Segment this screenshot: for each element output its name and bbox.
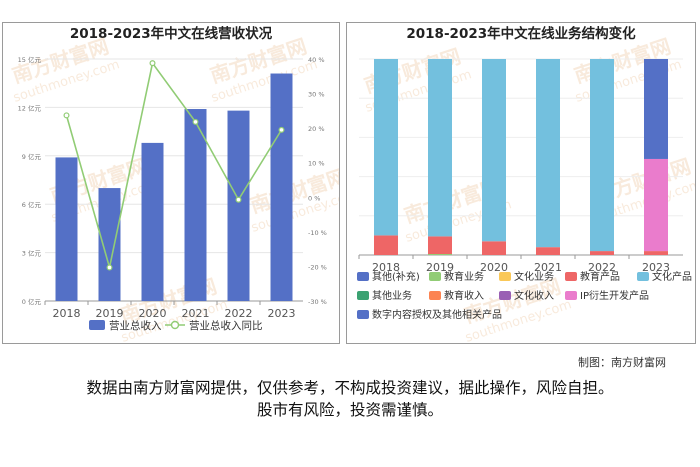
y-right-tick-label: -20 % [308,263,327,271]
line-revenue-yoy [65,61,283,268]
bar-segment-2022-4 [590,59,614,252]
x-tick-label-2019: 2019 [426,261,454,274]
x-tick-label-2018: 2018 [53,307,81,320]
y-left-tick-label: 6 亿元 [22,200,42,209]
bar-segment-2021-4 [536,59,560,248]
y-right-tick-label: -10 % [308,229,327,237]
revenue-chart-title: 2018-2023年中文在线营收状况 [69,26,273,42]
point-yoy-2021 [192,118,199,125]
y-right-tick-label: 30 % [308,91,325,99]
legend-swatch-revenue [89,320,105,330]
x-tick-label-2023: 2023 [642,261,670,274]
point-yoy-2020 [149,60,156,67]
legend-label-6: 教育收入 [444,289,484,302]
x-tick-label-2021: 2021 [182,307,210,320]
bar-revenue-2018 [55,157,78,301]
bar-segment-2019-3 [428,236,452,255]
disclaimer-line-1: 数据由南方财富网提供，仅供参考，不构成投资建议，据此操作，风险自担。 [86,379,614,397]
legend-label-0: 其他(补充) [372,270,420,283]
x-tick-label-2020: 2020 [480,261,508,274]
y-right-tick-label: 0 % [308,194,320,202]
x-tick-label-2023: 2023 [268,307,296,320]
bar-segment-2021-3 [536,247,560,255]
y-left-tick-label: 3 亿元 [22,249,42,258]
x-tick-label-2022: 2022 [588,261,616,274]
legend-swatch-6 [429,291,441,300]
bar-segment-2018-4 [374,59,398,236]
point-yoy-2019 [106,264,113,271]
y-right-tick-label: 20 % [308,125,325,133]
y-right-tick-label: -30 % [308,298,327,306]
legend-label-4: 文化产品 [652,270,692,283]
legend-swatch-0 [357,272,369,281]
y-left-tick-label: 9 亿元 [22,152,42,161]
legend-marker-yoy [170,320,180,330]
x-tick-label-2022: 2022 [225,307,253,320]
structure-chart-svg: 南方财富网southmoney.com南方财富网southmoney.com南方… [357,34,695,343]
disclaimer-line-2: 股市有风险，投资需谨慎。 [256,401,443,419]
legend-label-yoy: 营业总收入同比 [189,319,263,332]
bar-segment-2020-4 [482,59,506,242]
chart-credit: 制图：南方财富网 [578,356,666,369]
legend-swatch-9 [357,310,369,319]
legend-swatch-3 [565,272,577,281]
bar-revenue-2020 [141,142,164,301]
legend-swatch-5 [357,291,369,300]
bar-segment-2019-1 [428,254,452,255]
legend-label-8: IP衍生开发产品 [580,289,649,302]
legend-swatch-8 [565,291,577,300]
bar-segment-2020-3 [482,241,506,255]
structure-chart-title: 2018-2023年中文在线业务结构变化 [406,26,636,42]
bar-revenue-2021 [184,109,207,301]
point-yoy-2023 [278,126,285,133]
legend-swatch-2 [499,272,511,281]
legend-label-1: 教育业务 [444,270,484,283]
legend-label-revenue: 营业总收入 [109,319,162,332]
bar-revenue-2019 [98,188,121,301]
bar-segment-2023-8 [644,158,668,252]
y-right-tick-label: 40 % [308,56,325,64]
bar-segment-2023-3 [644,251,668,255]
legend-label-3: 教育产品 [580,270,620,283]
x-tick-label-2020: 2020 [139,307,167,320]
legend-label-2: 文化业务 [514,270,554,283]
bar-segment-2023-9 [644,59,668,159]
bar-revenue-2022 [227,110,250,301]
y-left-tick-label: 12 亿元 [18,103,42,112]
bar-segment-2019-4 [428,59,452,237]
legend-swatch-1 [429,272,441,281]
structure-chart-panel: 2018-2023年中文在线业务结构变化 南方财富网 southmoney.com… [346,22,696,344]
x-tick-label-2018: 2018 [372,261,400,274]
y-left-tick-label: 0 亿元 [22,297,42,306]
legend-label-5: 其他业务 [372,289,412,302]
bar-revenue-2023 [270,73,293,301]
y-right-tick-label: 10 % [308,160,325,168]
legend-label-9: 数字内容授权及其他相关产品 [372,308,502,321]
legend-label-7: 文化收入 [514,289,554,302]
bar-segment-2022-3 [590,251,614,255]
y-left-tick-label: 15 亿元 [18,55,42,64]
point-yoy-2018 [63,112,70,119]
legend-swatch-7 [499,291,511,300]
point-yoy-2022 [235,196,242,203]
bar-segment-2018-3 [374,235,398,255]
x-tick-label-2021: 2021 [534,261,562,274]
legend-swatch-4 [637,272,649,281]
revenue-chart-panel: 2018-2023年中文在线营收状况 南方财富网 southmoney.com 南方… [2,22,340,344]
x-tick-label-2019: 2019 [96,307,124,320]
